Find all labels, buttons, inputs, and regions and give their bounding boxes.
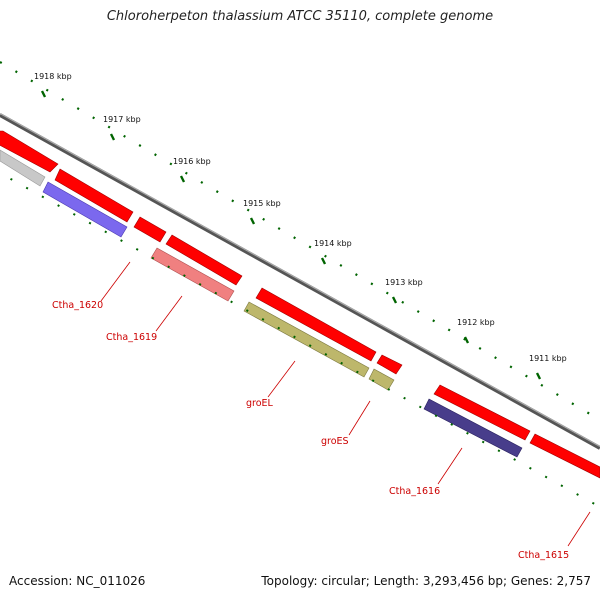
scale-labels: 1918 kbp 1917 kbp 1916 kbp 1915 kbp 1914 kbp… (34, 72, 567, 363)
gene-ctha-1620-bar (42, 181, 128, 238)
gene-grey (0, 149, 46, 187)
gene-ctha-1616-bar (423, 398, 523, 458)
map-title: Chloroherpeton thalassium ATCC 35110, co… (106, 9, 494, 24)
scale-label: 1917 kbp (103, 115, 141, 124)
scale-major-tick (535, 372, 542, 380)
gene-label: groEL (246, 398, 274, 409)
forward-strand-genes (0, 130, 600, 479)
scale-major-tick (391, 296, 398, 304)
gene-forward-4 (165, 234, 243, 286)
scale-major-tick (249, 217, 256, 225)
genome-backbone (0, 112, 600, 450)
accession-text: Accession: NC_011026 (9, 574, 146, 588)
scale-major-tick (40, 90, 47, 98)
gene-forward-3 (133, 216, 167, 243)
gene-forward-7 (433, 384, 531, 441)
reverse-strand-genes (0, 149, 523, 458)
scale-major-tick (109, 133, 116, 141)
scale-major-tick (179, 175, 186, 183)
scale-label: 1914 kbp (314, 239, 352, 248)
scale-label: 1918 kbp (34, 72, 72, 81)
gene-label: groES (321, 436, 349, 447)
scale-label: 1913 kbp (385, 278, 423, 287)
gene-ctha-1619-bar (150, 247, 235, 302)
scale-major-tick (320, 257, 327, 265)
gene-label: Ctha_1615 (518, 550, 569, 561)
gene-label-leaders (100, 261, 591, 547)
scale-major-tick (463, 336, 470, 344)
gene-label: Ctha_1616 (389, 486, 440, 497)
gene-forward-6 (376, 354, 403, 375)
scale-ring (0, 61, 600, 421)
scale-label: 1915 kbp (243, 199, 281, 208)
gene-forward-5 (255, 287, 377, 362)
genome-stats-text: Topology: circular; Length: 3,293,456 bp… (261, 574, 591, 588)
scale-major-ticks (40, 90, 542, 380)
gene-label: Ctha_1619 (106, 332, 157, 343)
gene-forward-1 (0, 130, 59, 173)
scale-minor-ticks (0, 61, 600, 421)
scale-label: 1916 kbp (173, 157, 211, 166)
gene-groel-bar (243, 301, 370, 378)
gene-labels: Ctha_1620 Ctha_1619 groEL groES Ctha_161… (52, 300, 569, 561)
gene-forward-2 (54, 168, 134, 223)
scale-label: 1911 kbp (529, 354, 567, 363)
scale-label: 1912 kbp (457, 318, 495, 327)
gene-forward-8 (529, 433, 600, 479)
gene-label: Ctha_1620 (52, 300, 103, 311)
